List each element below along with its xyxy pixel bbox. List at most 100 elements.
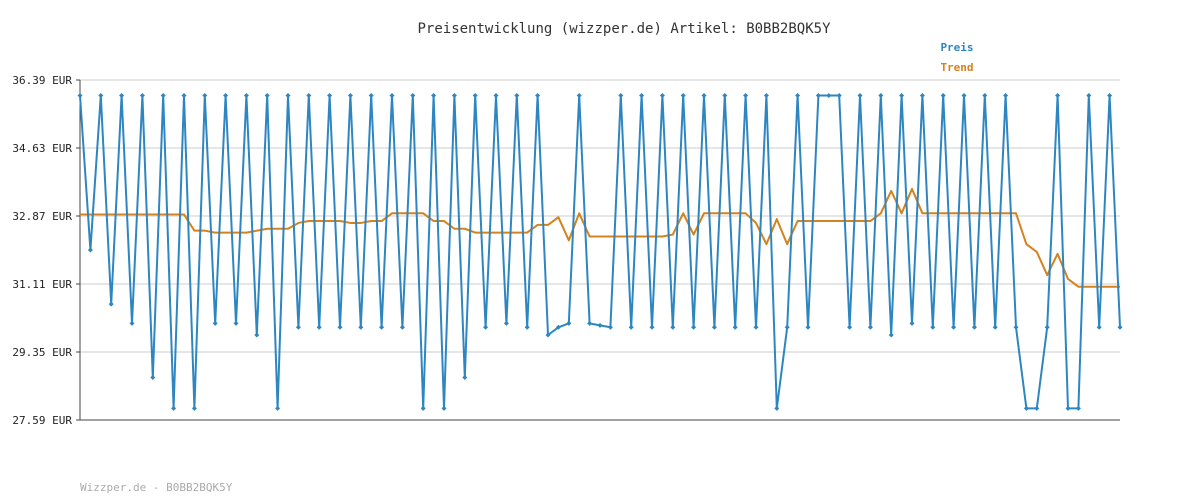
data-point-preis bbox=[732, 324, 738, 330]
data-point-preis bbox=[628, 324, 634, 330]
data-point-preis bbox=[316, 324, 322, 330]
data-point-preis bbox=[358, 324, 364, 330]
data-point-preis bbox=[368, 92, 374, 98]
data-point-preis bbox=[275, 405, 281, 411]
data-point-preis bbox=[847, 324, 853, 330]
data-point-preis bbox=[462, 375, 468, 380]
data-point-preis bbox=[711, 324, 717, 330]
chart-title: Preisentwicklung (wizzper.de) Artikel: B… bbox=[417, 21, 831, 37]
series-line-trend bbox=[80, 187, 1120, 288]
data-point-preis bbox=[181, 92, 187, 98]
data-point-preis bbox=[264, 92, 270, 98]
data-point-preis bbox=[639, 92, 645, 98]
data-point-preis bbox=[951, 324, 957, 330]
y-axis-ticks: 36.39 EUR 34.63 EUR 32.87 EUR 31.11 EUR 29.3… bbox=[12, 74, 80, 427]
data-point-preis bbox=[399, 324, 405, 330]
data-point-preis bbox=[451, 92, 457, 98]
data-point-preis bbox=[836, 92, 842, 98]
data-point-preis bbox=[649, 324, 655, 330]
y-tick-label: 31.11 EUR bbox=[12, 278, 72, 291]
y-tick-label: 29.35 EUR bbox=[12, 346, 72, 359]
legend-entry-preis: Preis bbox=[940, 41, 973, 54]
data-point-preis bbox=[743, 92, 749, 98]
data-point-preis bbox=[493, 92, 499, 98]
data-point-preis bbox=[857, 92, 863, 98]
data-point-preis bbox=[431, 92, 437, 98]
data-point-preis bbox=[555, 324, 561, 330]
data-point-preis bbox=[919, 92, 925, 98]
data-point-preis bbox=[691, 324, 697, 330]
footer-text: Wizzper.de - B0BB2BQK5Y bbox=[80, 481, 233, 494]
data-point-preis bbox=[337, 324, 343, 330]
data-point-preis bbox=[223, 92, 229, 98]
data-point-preis bbox=[410, 92, 416, 98]
data-point-preis bbox=[160, 92, 166, 98]
data-point-preis bbox=[285, 92, 291, 98]
y-tick-label: 32.87 EUR bbox=[12, 210, 72, 223]
data-point-preis bbox=[306, 92, 312, 98]
data-point-preis bbox=[961, 92, 967, 98]
data-point-preis bbox=[503, 320, 509, 326]
data-point-preis bbox=[119, 92, 125, 98]
series-layer bbox=[77, 92, 1123, 411]
data-point-preis bbox=[1075, 405, 1081, 411]
data-point-preis bbox=[576, 92, 582, 98]
data-point-preis bbox=[1034, 405, 1040, 411]
data-point-preis bbox=[483, 324, 489, 330]
data-point-preis bbox=[514, 92, 520, 98]
data-point-preis bbox=[878, 92, 884, 98]
data-point-preis bbox=[524, 324, 530, 330]
data-point-preis bbox=[254, 332, 260, 338]
data-point-preis bbox=[535, 92, 541, 98]
y-tick-label: 34.63 EUR bbox=[12, 142, 72, 155]
data-point-preis bbox=[722, 92, 728, 98]
data-point-preis bbox=[670, 324, 676, 330]
data-point-preis bbox=[909, 320, 915, 326]
data-point-preis bbox=[202, 92, 208, 98]
data-point-preis bbox=[1003, 92, 1009, 98]
data-point-preis bbox=[566, 320, 572, 326]
data-point-preis bbox=[680, 92, 686, 98]
data-point-preis bbox=[150, 375, 156, 380]
data-point-preis bbox=[441, 405, 447, 411]
data-point-preis bbox=[1096, 324, 1102, 330]
data-point-preis bbox=[899, 92, 905, 98]
data-point-preis bbox=[212, 320, 218, 326]
series-line-preis bbox=[79, 94, 1121, 410]
data-point-preis bbox=[930, 324, 936, 330]
data-point-preis bbox=[108, 301, 114, 307]
data-point-preis bbox=[1013, 324, 1019, 330]
data-point-preis bbox=[1107, 92, 1113, 98]
data-point-preis bbox=[420, 405, 426, 411]
y-tick-label: 27.59 EUR bbox=[12, 414, 72, 427]
data-point-preis bbox=[98, 92, 104, 98]
data-point-preis bbox=[1065, 405, 1071, 411]
data-point-preis bbox=[784, 324, 790, 330]
data-point-preis bbox=[1086, 92, 1092, 98]
data-point-preis bbox=[139, 92, 145, 98]
data-point-preis bbox=[795, 92, 801, 98]
data-point-preis bbox=[87, 247, 93, 253]
data-point-preis bbox=[815, 92, 821, 98]
data-point-preis bbox=[191, 405, 197, 411]
data-point-preis bbox=[327, 92, 333, 98]
data-point-preis bbox=[1044, 324, 1050, 330]
data-point-preis bbox=[888, 332, 894, 338]
y-tick-label: 36.39 EUR bbox=[12, 74, 72, 87]
data-point-preis bbox=[295, 324, 301, 330]
data-point-preis bbox=[940, 92, 946, 98]
legend: Preis Trend bbox=[940, 41, 973, 74]
data-point-preis bbox=[992, 324, 998, 330]
data-point-preis bbox=[1055, 92, 1061, 98]
data-point-preis bbox=[347, 92, 353, 98]
data-point-preis bbox=[701, 92, 707, 98]
data-point-preis bbox=[826, 92, 832, 98]
data-point-preis bbox=[607, 324, 613, 330]
data-point-preis bbox=[659, 92, 665, 98]
data-point-preis bbox=[763, 92, 769, 98]
data-point-preis bbox=[1023, 405, 1029, 411]
data-point-preis bbox=[171, 405, 177, 411]
data-point-preis bbox=[129, 320, 135, 326]
data-point-preis bbox=[1117, 324, 1123, 330]
